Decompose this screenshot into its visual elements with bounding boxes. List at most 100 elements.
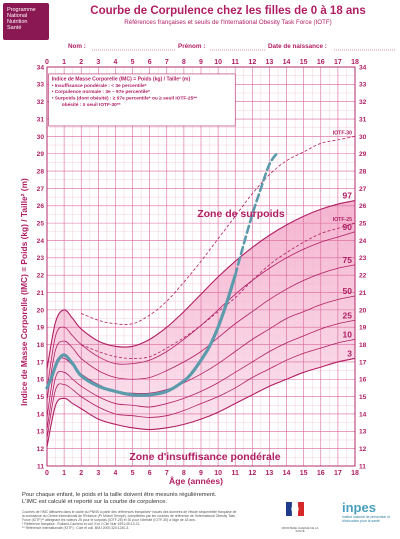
y-tick-label-left: 11 [37, 463, 44, 470]
y-tick-label-left: 30 [37, 134, 45, 141]
naissance-field[interactable]: Date de naissance : [268, 43, 327, 50]
axis-ticks: 0011223344556677889910101111121213131414… [37, 59, 367, 477]
x-tick-label-bottom: 13 [266, 470, 274, 477]
x-tick-label-top: 0 [45, 59, 49, 66]
x-tick-label-bottom: 3 [96, 470, 100, 477]
y-tick-label-right: 29 [359, 151, 367, 158]
series-label-75: 75 [343, 255, 353, 265]
series-label-iotf-30: IOTF-30 [333, 130, 352, 136]
x-tick-label-bottom: 8 [182, 470, 186, 477]
x-tick-label-bottom: 2 [79, 470, 83, 477]
patient-curve [45, 150, 280, 397]
x-tick-label-bottom: 6 [148, 470, 152, 477]
x-tick-label-bottom: 16 [317, 470, 325, 477]
y-tick-label-right: 33 [359, 82, 367, 89]
x-tick-label-top: 14 [283, 59, 291, 66]
zone-surpoids-label: Zone de surpoids [197, 208, 285, 220]
series-label-25: 25 [343, 310, 353, 320]
y-tick-label-right: 28 [359, 168, 367, 175]
x-tick-label-top: 2 [79, 59, 83, 66]
x-axis-label: Âge (années) [169, 475, 223, 486]
y-tick-label-left: 23 [37, 255, 45, 262]
prenom-field[interactable]: Prénom : [178, 43, 205, 50]
x-tick-label-bottom: 17 [334, 470, 342, 477]
y-tick-label-left: 16 [37, 377, 45, 384]
x-tick-label-top: 5 [131, 59, 135, 66]
x-tick-label-top: 4 [113, 59, 117, 66]
x-tick-label-bottom: 14 [283, 470, 291, 477]
x-tick-label-top: 13 [266, 59, 274, 66]
footer-note: la croissance du Centre International de… [22, 514, 236, 519]
y-tick-label-left: 27 [37, 186, 45, 193]
footer-notes: Courbes de l'IMC diffusées dans le cadre… [22, 510, 260, 530]
nom-field[interactable]: Nom : [68, 43, 86, 50]
x-tick-label-top: 11 [232, 59, 240, 66]
y-tick-label-left: 13 [37, 429, 45, 436]
x-tick-label-top: 15 [300, 59, 308, 66]
y-tick-label-right: 26 [359, 203, 367, 210]
x-tick-label-top: 10 [214, 59, 222, 66]
x-tick-label-top: 1 [62, 59, 66, 66]
legend-background [48, 73, 236, 127]
y-tick-label-right: 16 [359, 377, 367, 384]
x-tick-label-bottom: 10 [214, 470, 222, 477]
y-tick-label-left: 20 [37, 307, 45, 314]
y-tick-label-left: 33 [37, 82, 45, 89]
footer-line: L'IMC est calculé et reporté sur la cour… [22, 499, 168, 505]
y-tick-label-right: 11 [359, 463, 366, 470]
y-tick-label-right: 22 [359, 273, 367, 280]
logo-line: Nutrition [7, 19, 28, 25]
x-tick-label-bottom: 18 [351, 470, 359, 477]
y-tick-label-left: 24 [37, 238, 45, 245]
y-tick-label-left: 22 [37, 273, 45, 280]
legend-entry: Indice de Masse Corporelle (IMC) = Poids… [52, 76, 191, 82]
iotf-curve-iotf-30 [81, 135, 356, 325]
series-label-50: 50 [343, 286, 353, 296]
pnns-logo: Programme National Nutrition Santé [3, 3, 49, 40]
series-label-10: 10 [343, 329, 353, 339]
y-tick-label-left: 12 [37, 446, 45, 453]
y-tick-label-right: 30 [359, 134, 367, 141]
naissance-label: Date de naissance : [268, 43, 327, 50]
x-tick-label-bottom: 0 [45, 470, 49, 477]
legend-entry: obésité : ≥ seuil IOTF-30** [62, 102, 121, 108]
y-tick-label-right: 20 [359, 307, 367, 314]
y-tick-label-left: 19 [37, 325, 45, 332]
legend-box: Indice de Masse Corporelle (IMC) = Poids… [48, 73, 236, 127]
x-tick-label-top: 16 [317, 59, 325, 66]
y-tick-label-right: 25 [359, 221, 367, 228]
page-title: Courbe de Corpulence chez les filles de … [90, 5, 366, 17]
x-tick-label-top: 3 [96, 59, 100, 66]
y-tick-label-right: 24 [359, 238, 367, 245]
x-tick-label-bottom: 9 [199, 470, 203, 477]
x-tick-label-bottom: 11 [232, 470, 240, 477]
y-tick-label-right: 34 [359, 64, 367, 71]
y-tick-label-left: 26 [37, 203, 45, 210]
x-tick-label-bottom: 5 [131, 470, 135, 477]
y-tick-label-right: 13 [359, 429, 367, 436]
logo-line: Santé [7, 25, 22, 31]
y-tick-label-left: 32 [37, 99, 45, 106]
y-tick-label-left: 25 [37, 221, 45, 228]
legend-entry: • Corpulence normale : 3e – 97e percenti… [52, 89, 150, 95]
series-label-97: 97 [343, 191, 353, 201]
x-tick-label-top: 17 [334, 59, 342, 66]
y-tick-label-left: 17 [37, 359, 45, 366]
series-label-3: 3 [347, 348, 352, 358]
x-tick-label-top: 12 [248, 59, 256, 66]
y-tick-label-right: 15 [359, 394, 367, 401]
y-tick-label-right: 17 [359, 359, 367, 366]
y-tick-label-left: 34 [37, 64, 45, 71]
series-labels: 97 90 75 50 25 10 3 IOTF-25 IOTF-30 [333, 130, 353, 358]
marianne-logo [286, 501, 304, 517]
y-tick-label-right: 21 [359, 290, 367, 297]
plot-frame [46, 66, 356, 467]
y-axis-label: Indice de Masse Corporelle (IMC) = Poids… [19, 178, 29, 406]
y-tick-label-left: 15 [37, 394, 45, 401]
legend-entry: • Insuffisance pondérale : < 3e percenti… [52, 83, 147, 89]
footer-note: Force (IOTF)** atteignant les valeurs 25… [22, 518, 196, 523]
page-subtitle: Références françaises et seuils de l'Int… [124, 19, 332, 26]
y-tick-label-right: 18 [359, 342, 367, 349]
footer-instructions: Pour chaque enfant, le poids et la taill… [22, 492, 252, 506]
